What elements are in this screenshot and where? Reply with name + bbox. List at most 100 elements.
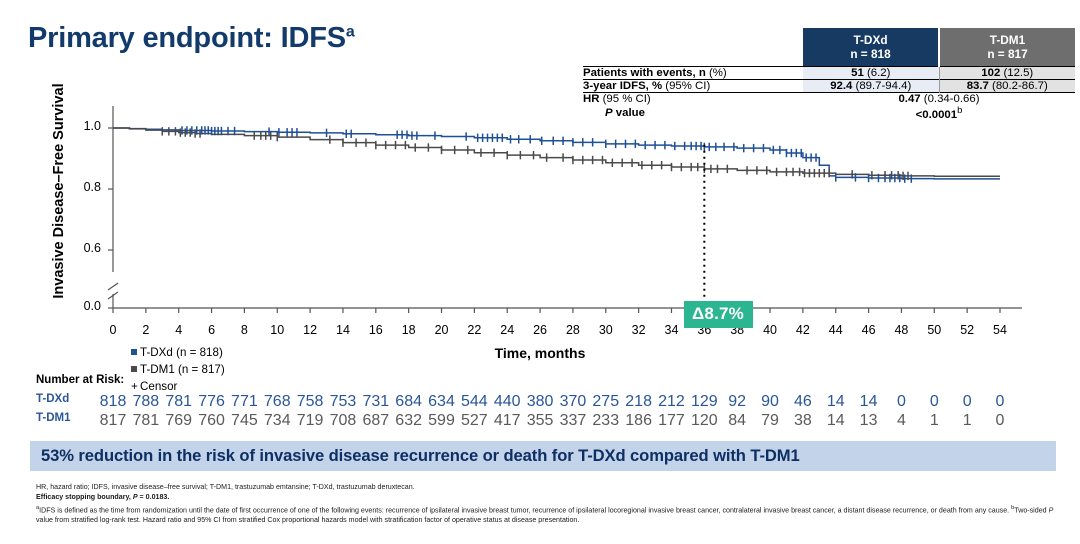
km-plot-svg <box>107 106 1022 313</box>
number-at-risk-value: 1 <box>962 412 972 429</box>
x-tick-label: 8 <box>240 323 248 337</box>
x-tick-label: 12 <box>303 323 318 337</box>
number-at-risk-value: 417 <box>493 412 521 429</box>
x-tick-label: 40 <box>763 323 777 337</box>
x-tick-label: 50 <box>927 323 942 337</box>
legend-item-censor: + Censor <box>131 378 225 395</box>
x-tick-label: 34 <box>664 323 679 337</box>
results-header-tdm1-name: T-DM1 <box>989 32 1026 47</box>
row-label-pvalue: P value <box>583 105 803 121</box>
legend-square-icon <box>131 366 137 372</box>
number-at-risk-value: 632 <box>395 412 422 429</box>
x-tick-label: 2 <box>142 323 150 337</box>
footnote-definitions-cont: Two-sided <box>1014 506 1049 515</box>
results-header-tdm1-n: n = 817 <box>987 47 1028 61</box>
row-label-idfs-rest: (95% CI) <box>662 80 711 92</box>
number-at-risk-value: 0 <box>929 393 939 410</box>
y-tick-label: 0.8 <box>83 180 101 194</box>
x-tick-label: 16 <box>368 323 383 337</box>
row-value-idfs-tdm1: 83.7 (80.2-86.7) <box>938 79 1075 93</box>
x-tick-label: 48 <box>894 323 909 337</box>
results-header-tdxd-n: n = 818 <box>850 47 891 61</box>
number-at-risk-value: 781 <box>132 412 160 429</box>
number-at-risk-value: 38 <box>793 412 812 429</box>
number-at-risk-value: 440 <box>493 393 521 410</box>
number-at-risk-row-label: T-DM1 <box>36 412 71 424</box>
row-value-events-tdxd-rest: (6.2) <box>863 67 891 79</box>
x-tick-label: 30 <box>598 323 613 337</box>
row-value-hr-rest: (0.34-0.66) <box>920 93 980 105</box>
page-title: Primary endpoint: IDFSa <box>28 22 355 55</box>
table-row-pvalue: P value <0.0001b <box>583 105 1075 121</box>
number-at-risk-value: 634 <box>428 393 455 410</box>
number-at-risk-value: 212 <box>658 393 685 410</box>
number-at-risk-value: 370 <box>559 393 587 410</box>
number-at-risk-value: 771 <box>231 393 258 410</box>
x-tick-label: 22 <box>467 323 482 337</box>
conclusion-bar: 53% reduction in the risk of invasive di… <box>30 441 1056 471</box>
footnote-efficacy-pre: Efficacy stopping boundary, <box>36 493 133 501</box>
table-row: Patients with events, n (%) 51 (6.2) 102… <box>583 66 1075 80</box>
results-table-header-row: T-DXd n = 818 T-DM1 n = 817 <box>583 28 1075 67</box>
x-axis-label: Time, months <box>494 345 586 361</box>
results-table: T-DXd n = 818 T-DM1 n = 817 Patients wit… <box>583 28 1075 121</box>
number-at-risk-value: 14 <box>826 393 845 410</box>
number-at-risk-value: 0 <box>896 393 906 410</box>
number-at-risk-value: 734 <box>263 412 291 429</box>
number-at-risk-value: 4 <box>896 412 906 429</box>
delta-callout: Δ8.7% <box>684 301 753 328</box>
km-curve-tdxd <box>113 127 1000 180</box>
footnote-abbreviations: HR, hazard ratio; IDFS, invasive disease… <box>36 483 415 491</box>
plus-icon: + <box>131 380 138 393</box>
results-header-tdxd: T-DXd n = 818 <box>803 28 939 67</box>
row-value-events-tdm1: 102 (12.5) <box>938 66 1075 80</box>
number-at-risk-value: 92 <box>728 393 747 410</box>
number-at-risk-value: 46 <box>793 393 812 410</box>
footnote-definitions-text: IDFS is defined as the time from randomi… <box>39 506 1012 515</box>
x-tick-label: 44 <box>828 323 843 337</box>
number-at-risk-value: 355 <box>526 412 554 429</box>
x-tick-label: 20 <box>434 323 449 337</box>
number-at-risk-value: 90 <box>761 393 779 410</box>
number-at-risk-value: 79 <box>761 412 779 429</box>
footnote-efficacy-post: = 0.0183. <box>137 493 170 501</box>
number-at-risk-row-label: T-DXd <box>36 393 70 405</box>
chart-legend: T-DXd (n = 818) T-DM1 (n = 817) + Censor <box>131 344 225 395</box>
x-tick-label: 0 <box>109 323 117 337</box>
number-at-risk-value: 14 <box>859 393 878 410</box>
row-value-pvalue: <0.0001b <box>803 105 1075 121</box>
number-at-risk-value: 337 <box>559 412 587 429</box>
x-tick-label: 4 <box>175 323 183 337</box>
number-at-risk-value: 233 <box>592 412 620 429</box>
number-at-risk-value: 275 <box>592 393 620 410</box>
number-at-risk-value: 788 <box>132 393 160 410</box>
number-at-risk-value: 684 <box>395 393 422 410</box>
footnote-sup-a: a <box>36 505 40 511</box>
number-at-risk-value: 129 <box>690 393 718 410</box>
number-at-risk-value: 14 <box>826 412 845 429</box>
number-at-risk-value: 380 <box>526 393 554 410</box>
number-at-risk-value: 817 <box>99 412 127 429</box>
row-value-hr-bold: 0.47 <box>898 93 921 105</box>
row-label-hr-rest: (95 % CI) <box>599 93 651 105</box>
table-row: 3-year IDFS, % (95% CI) 92.4 (89.7-94.4)… <box>583 79 1075 93</box>
number-at-risk-value: 1 <box>929 412 939 429</box>
row-label-pvalue-italic: P <box>605 106 613 119</box>
results-header-tdm1: T-DM1 n = 817 <box>938 28 1075 67</box>
number-at-risk-value: 760 <box>198 412 225 429</box>
row-value-idfs-tdxd-bold: 92.4 <box>830 80 853 92</box>
number-at-risk-value: 120 <box>690 412 718 429</box>
number-at-risk-value: 769 <box>165 412 193 429</box>
footnote-definitions: aIDFS is defined as the time from random… <box>36 504 1066 525</box>
number-at-risk-value: 818 <box>99 393 127 410</box>
x-tick-label: 10 <box>270 323 285 337</box>
row-value-idfs-tdxd: 92.4 (89.7-94.4) <box>803 79 939 93</box>
row-label-pvalue-rest: value <box>612 106 645 119</box>
number-at-risk-value: 768 <box>263 393 291 410</box>
row-label-events: Patients with events, n (%) <box>583 67 803 80</box>
number-at-risk-value: 781 <box>165 393 193 410</box>
km-curve-tdm1 <box>113 127 1000 177</box>
number-at-risk-value: 544 <box>461 393 488 410</box>
x-tick-label: 52 <box>960 323 975 337</box>
